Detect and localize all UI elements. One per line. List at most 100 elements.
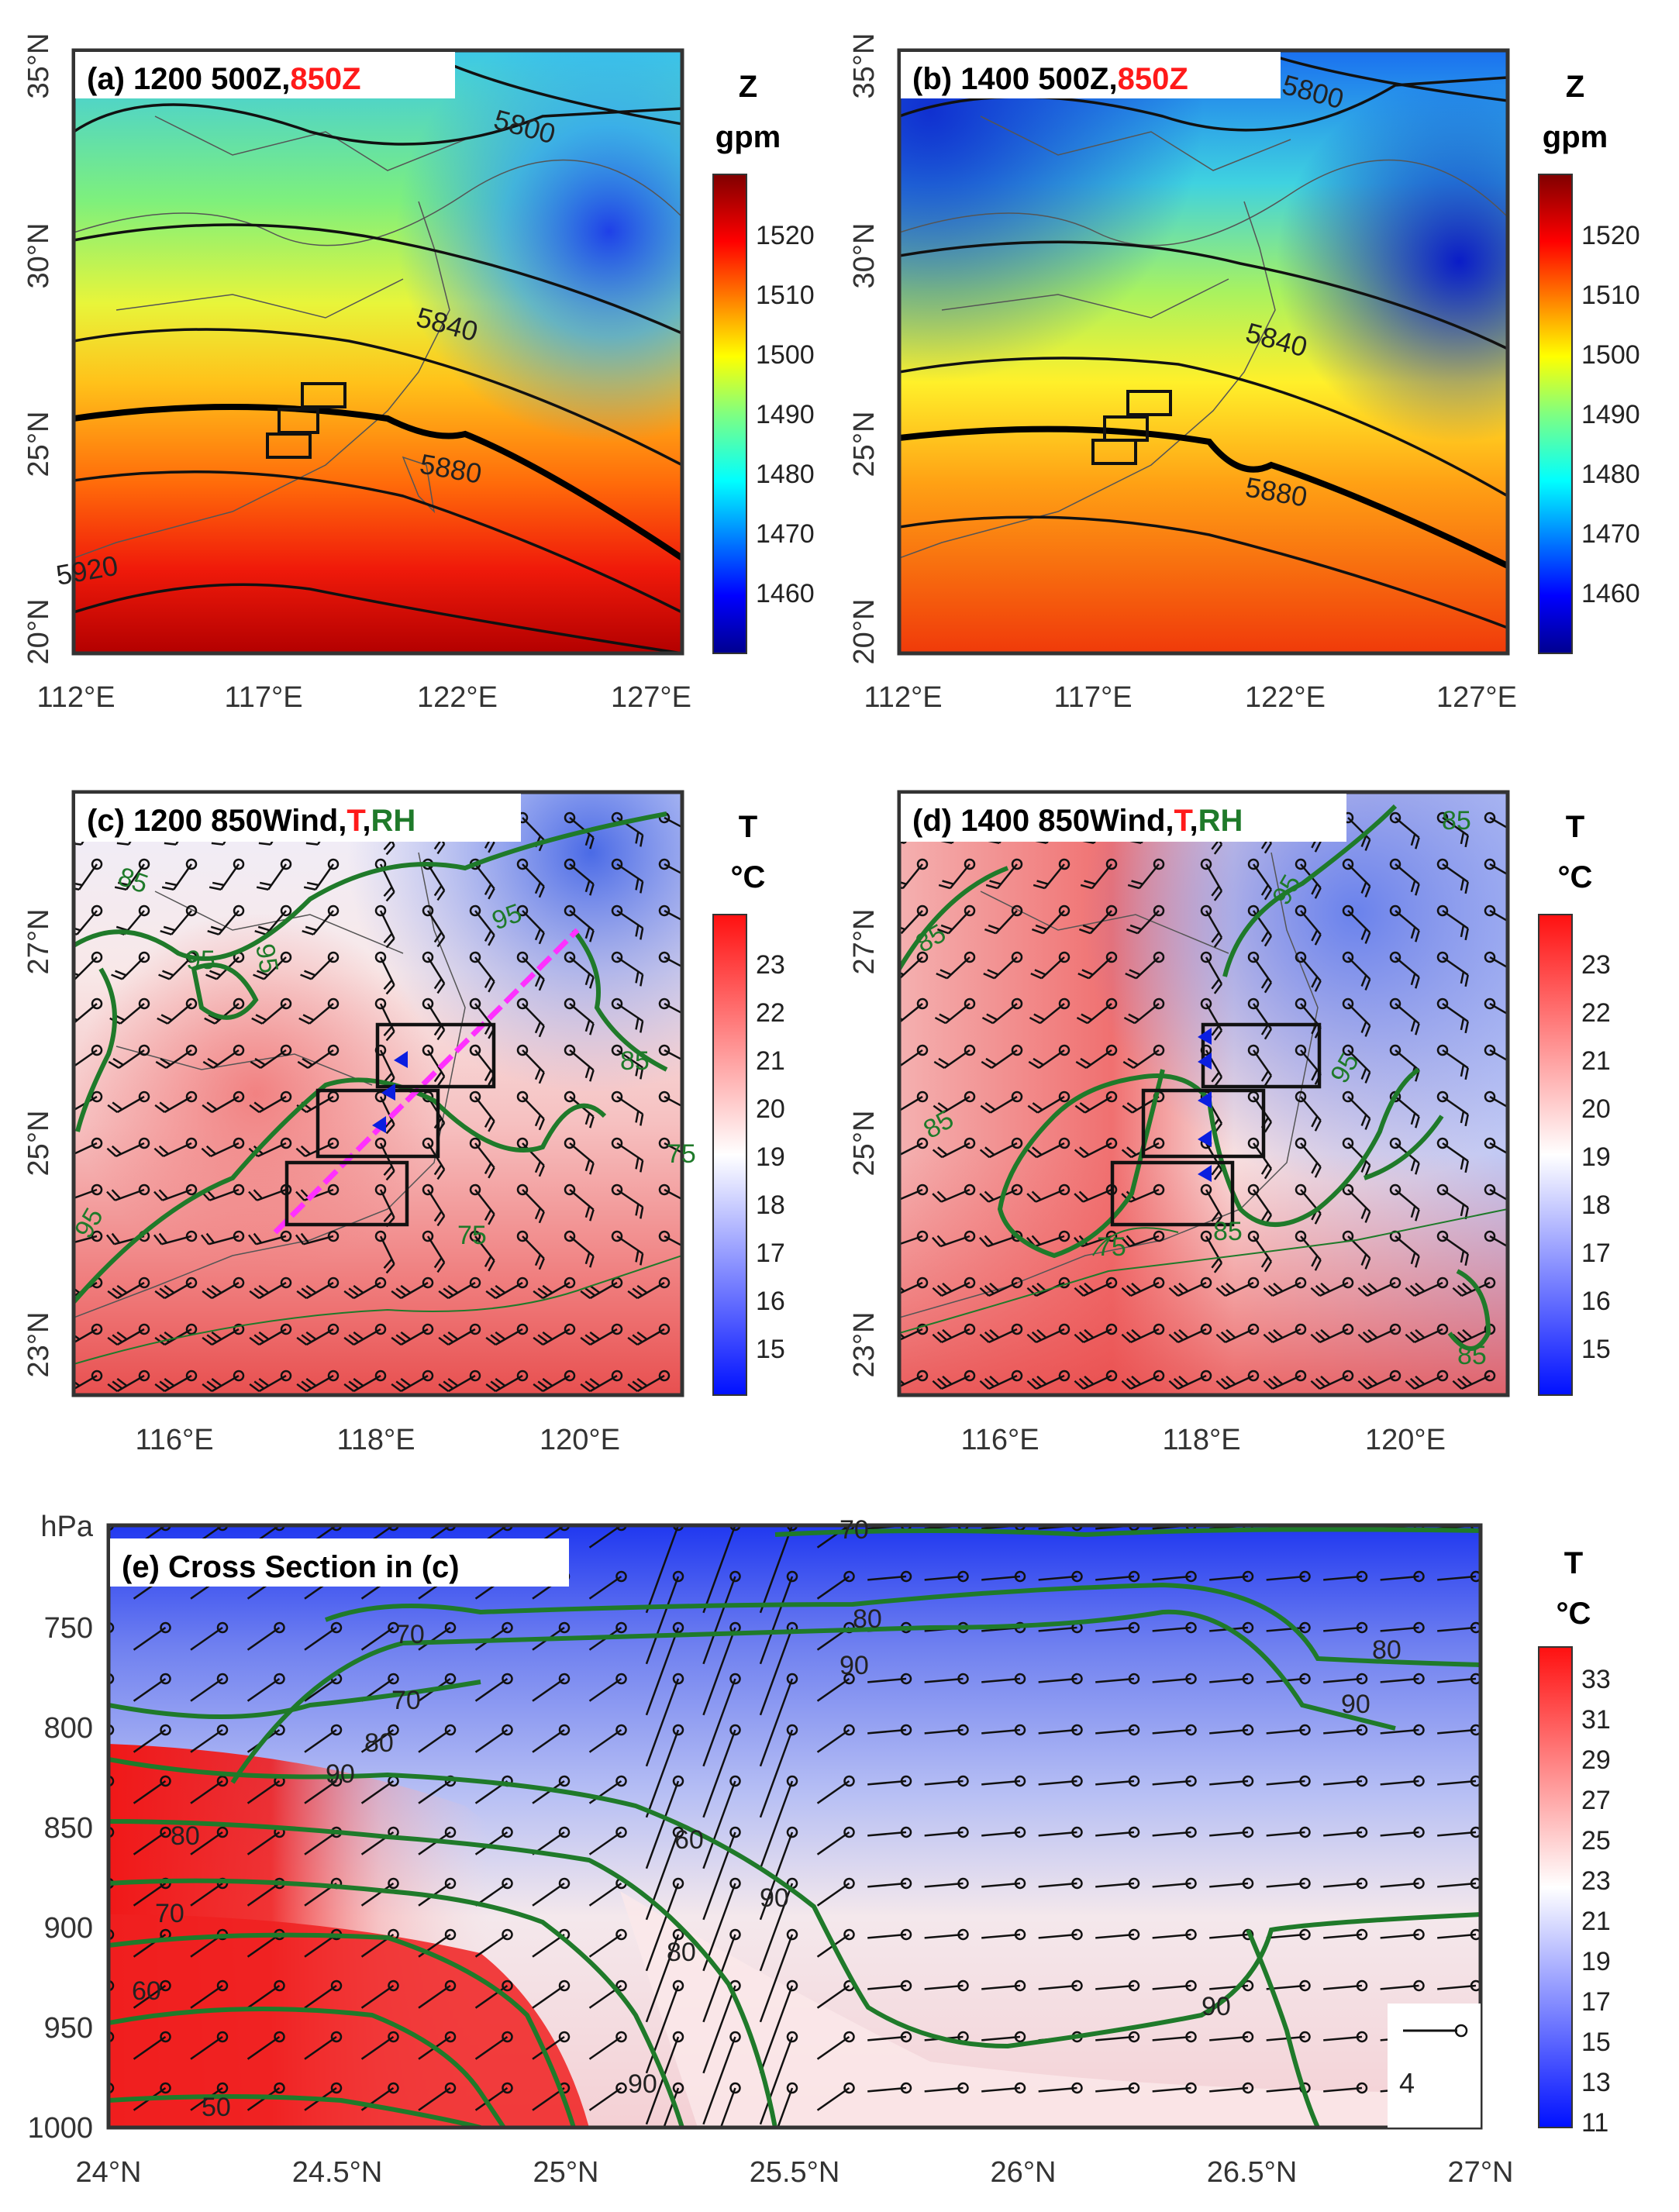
wind-barb: [343, 1370, 387, 1393]
wind-barb: [867, 1928, 912, 1941]
wind-barb: [1121, 1277, 1165, 1297]
wind-barb: [611, 997, 644, 1033]
wind-barb: [816, 2031, 855, 2060]
wind-barb: [1095, 1877, 1140, 1890]
wind-barb: [1266, 1570, 1311, 1583]
wind-barb: [1484, 1044, 1508, 1067]
wind-barb: [984, 904, 1023, 935]
colorbar-z-b: Z gpm 1520 1510 1500 1490 1480 1470 1460: [1538, 70, 1640, 654]
wind-barb: [114, 858, 150, 891]
wind-barb: [702, 1673, 741, 1767]
wind-barb: [469, 951, 495, 993]
wind-barb: [658, 1044, 682, 1066]
wind-barb: [247, 1877, 285, 1907]
wind-barb: [343, 1277, 387, 1300]
wind-barb: [816, 1673, 855, 1702]
lon-tick: 112°E: [36, 681, 115, 714]
wind-barb: [190, 1673, 229, 1702]
colorbar-tick-label: 21: [1581, 1046, 1611, 1076]
wind-barb: [1389, 811, 1420, 849]
wind-barb: [161, 858, 198, 891]
wind-barb: [297, 1044, 340, 1070]
colorbar-tick-label: 29: [1581, 1745, 1611, 1775]
wind-barb: [658, 858, 682, 880]
lat-tick: 26.5°N: [1207, 2156, 1298, 2189]
wind-barb: [422, 1044, 446, 1087]
wind-barb: [201, 1137, 245, 1158]
wind-barb: [1436, 811, 1469, 848]
wind-barb: [418, 1826, 457, 1855]
lon-tick: 116°E: [135, 1424, 213, 1456]
y-unit: hPa: [40, 1511, 93, 1543]
panel-d-title: (d) 1400 850Wind,T,RH: [901, 794, 1346, 842]
wind-barb: [247, 1673, 285, 1702]
svg-text:°C: °C: [1558, 860, 1593, 894]
wind-barb: [588, 1775, 627, 1804]
colorbar-tick-label: 1470: [1581, 519, 1640, 549]
wind-barb: [106, 1184, 150, 1201]
wind-barb: [981, 2082, 1026, 2094]
colorbar-tick-label: 1460: [756, 579, 815, 608]
wind-barb: [867, 1724, 912, 1736]
wind-barb: [190, 1826, 229, 1855]
wind-barb: [1380, 1724, 1425, 1736]
wind-barb: [247, 1979, 285, 2009]
wind-barb: [1152, 1877, 1197, 1890]
wind-barb: [532, 1877, 571, 1907]
rh-label: 90: [1202, 1992, 1231, 2021]
wind-barb: [985, 858, 1023, 890]
wind-barb: [1436, 1090, 1469, 1127]
wind-barb: [1095, 1979, 1140, 1992]
rh-label: 75: [1097, 1232, 1126, 1262]
colorbar-tick-label: 1520: [1581, 221, 1640, 250]
wind-barb: [485, 1323, 529, 1346]
wind-barb: [469, 1184, 495, 1225]
wind-barb: [1026, 1184, 1070, 1203]
wind-barb: [190, 2082, 229, 2111]
lon-tick: 127°E: [611, 681, 691, 714]
wind-barb: [981, 1044, 1023, 1070]
wind-barb: [248, 1184, 292, 1201]
wind-barb: [1152, 1775, 1197, 1787]
wind-barb: [1152, 2031, 1197, 2043]
wind-barb: [1484, 1230, 1508, 1253]
wind-barb: [702, 2031, 741, 2125]
panel-c: (c) 1200 850Wind,T,RH 85 95 95 95 95 85 …: [22, 790, 696, 1456]
wind-barb: [924, 1673, 969, 1685]
wind-barb: [1152, 1826, 1197, 1838]
wind-barb: [74, 951, 103, 980]
wind-barb: [1026, 1323, 1070, 1344]
wind-barb: [1152, 1979, 1197, 1992]
colorbar-tick-label: 23: [1581, 1866, 1611, 1896]
wind-barb: [611, 1044, 644, 1080]
wind-barb: [564, 858, 595, 896]
wind-barb: [249, 1370, 292, 1393]
lat-tick: 26°N: [991, 2156, 1057, 2189]
wind-barb: [899, 1184, 929, 1203]
wind-barb: [1168, 1277, 1212, 1297]
wind-barb: [932, 1184, 976, 1203]
wind-barb: [374, 904, 395, 949]
wind-barb: [645, 1928, 684, 2023]
rh-label: 75: [667, 1139, 696, 1169]
wind-barb: [1380, 1621, 1425, 1634]
wind-barb: [816, 1525, 855, 1549]
lat-tick: 25.5°N: [750, 2156, 840, 2189]
wind-barb: [759, 1928, 798, 2023]
wind-barb: [469, 904, 495, 946]
wind-barb: [295, 1230, 340, 1246]
wind-barb: [1436, 858, 1469, 894]
rh-label: 90: [628, 2069, 657, 2099]
wind-barb: [1342, 1044, 1371, 1084]
lat-tick: 30°N: [22, 223, 55, 289]
wind-barb: [1038, 1979, 1083, 1992]
wind-barb: [759, 1775, 798, 1869]
wind-barb: [303, 858, 340, 891]
wind-barb: [1247, 951, 1273, 994]
wind-barb: [564, 1137, 595, 1175]
wind-barb: [109, 1826, 115, 1855]
wind-barb: [1389, 1184, 1420, 1221]
wind-barb: [1323, 1673, 1368, 1685]
wind-barb: [1127, 858, 1165, 890]
wind-barb: [702, 1775, 741, 1869]
